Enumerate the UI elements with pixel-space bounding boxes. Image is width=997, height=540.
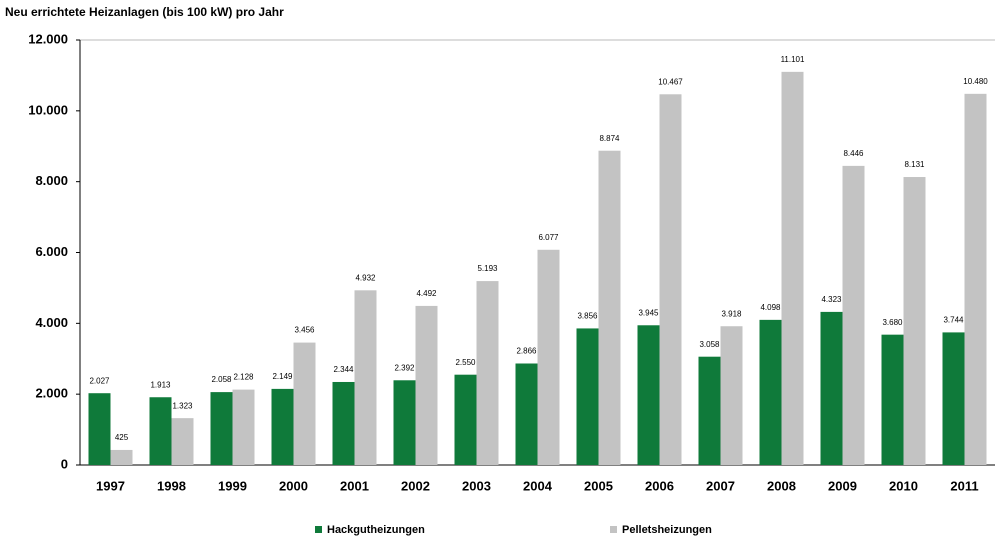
value-label: 425 xyxy=(115,433,129,442)
value-label: 8.874 xyxy=(599,134,620,143)
value-label: 3.744 xyxy=(943,316,964,325)
value-label: 11.101 xyxy=(781,55,805,64)
value-label: 2.058 xyxy=(211,375,232,384)
value-label: 3.918 xyxy=(721,309,742,318)
value-label: 2.149 xyxy=(272,372,293,381)
value-label: 2.027 xyxy=(89,376,110,385)
x-tick-label: 2006 xyxy=(645,478,674,493)
y-tick-label: 8.000 xyxy=(35,173,68,188)
value-label: 3.058 xyxy=(699,340,720,349)
bar xyxy=(942,332,965,465)
value-label: 1.913 xyxy=(150,380,171,389)
value-label: 2.344 xyxy=(333,365,354,374)
bar xyxy=(964,93,987,465)
bar xyxy=(210,392,233,465)
legend-swatch xyxy=(610,526,617,533)
bar xyxy=(576,328,599,465)
x-tick-label: 2010 xyxy=(889,478,918,493)
value-label: 10.480 xyxy=(963,77,988,86)
y-tick-label: 0 xyxy=(61,456,68,471)
value-label: 3.856 xyxy=(577,312,598,321)
value-label: 10.467 xyxy=(658,77,683,86)
bar xyxy=(332,381,355,465)
x-tick-label: 2005 xyxy=(584,478,613,493)
x-tick-label: 2001 xyxy=(340,478,369,493)
value-label: 1.323 xyxy=(172,401,193,410)
legend-label: Hackgutheizungen xyxy=(327,524,425,536)
bar xyxy=(393,380,416,465)
chart-title: Neu errichtete Heizanlagen (bis 100 kW) … xyxy=(5,5,284,19)
bar xyxy=(232,389,255,465)
legend-label: Pelletsheizungen xyxy=(622,524,712,536)
x-tick-label: 2000 xyxy=(279,478,308,493)
bar xyxy=(759,319,782,465)
value-label: 4.098 xyxy=(760,303,781,312)
bar xyxy=(149,397,172,465)
bar xyxy=(781,71,804,465)
value-label: 2.128 xyxy=(233,373,254,382)
x-tick-label: 2011 xyxy=(950,478,978,493)
y-tick-label: 2.000 xyxy=(35,386,68,401)
value-label: 2.866 xyxy=(516,347,537,356)
value-label: 2.392 xyxy=(394,363,415,372)
y-tick-label: 6.000 xyxy=(35,244,68,259)
bar xyxy=(454,374,477,465)
bar xyxy=(881,334,904,465)
bar xyxy=(293,342,316,465)
x-tick-label: 2008 xyxy=(767,478,796,493)
bar xyxy=(476,281,499,465)
bar xyxy=(842,165,865,465)
value-label: 2.550 xyxy=(455,358,476,367)
bar xyxy=(271,388,294,465)
bar xyxy=(415,305,438,465)
value-label: 4.492 xyxy=(416,289,437,298)
legend-swatch xyxy=(315,526,322,533)
value-label: 8.131 xyxy=(904,160,925,169)
x-tick-label: 1999 xyxy=(218,478,247,493)
x-tick-label: 2007 xyxy=(706,478,735,493)
bar xyxy=(88,393,111,465)
value-label: 5.193 xyxy=(477,264,498,273)
x-tick-label: 1997 xyxy=(96,478,125,493)
bar xyxy=(698,356,721,465)
y-tick-label: 10.000 xyxy=(28,102,68,117)
bar xyxy=(659,94,682,465)
value-label: 6.077 xyxy=(538,233,559,242)
value-label: 4.932 xyxy=(355,273,376,282)
y-tick-label: 4.000 xyxy=(35,315,68,330)
x-tick-label: 2009 xyxy=(828,478,857,493)
bar xyxy=(820,311,843,465)
bar xyxy=(903,177,926,465)
bar xyxy=(537,249,560,465)
bar xyxy=(720,326,743,465)
bar xyxy=(598,150,621,465)
bar xyxy=(354,290,377,465)
value-label: 3.680 xyxy=(882,318,903,327)
value-label: 8.446 xyxy=(843,149,864,158)
bar xyxy=(637,325,660,465)
x-tick-label: 2003 xyxy=(462,478,491,493)
bar xyxy=(110,449,133,465)
x-tick-label: 2002 xyxy=(401,478,430,493)
value-label: 4.323 xyxy=(821,295,842,304)
x-tick-label: 1998 xyxy=(157,478,186,493)
value-label: 3.456 xyxy=(294,326,315,335)
y-tick-label: 12.000 xyxy=(28,31,68,46)
bar xyxy=(515,363,538,465)
value-label: 3.945 xyxy=(638,308,659,317)
x-tick-label: 2004 xyxy=(523,478,553,493)
bar xyxy=(171,418,194,465)
